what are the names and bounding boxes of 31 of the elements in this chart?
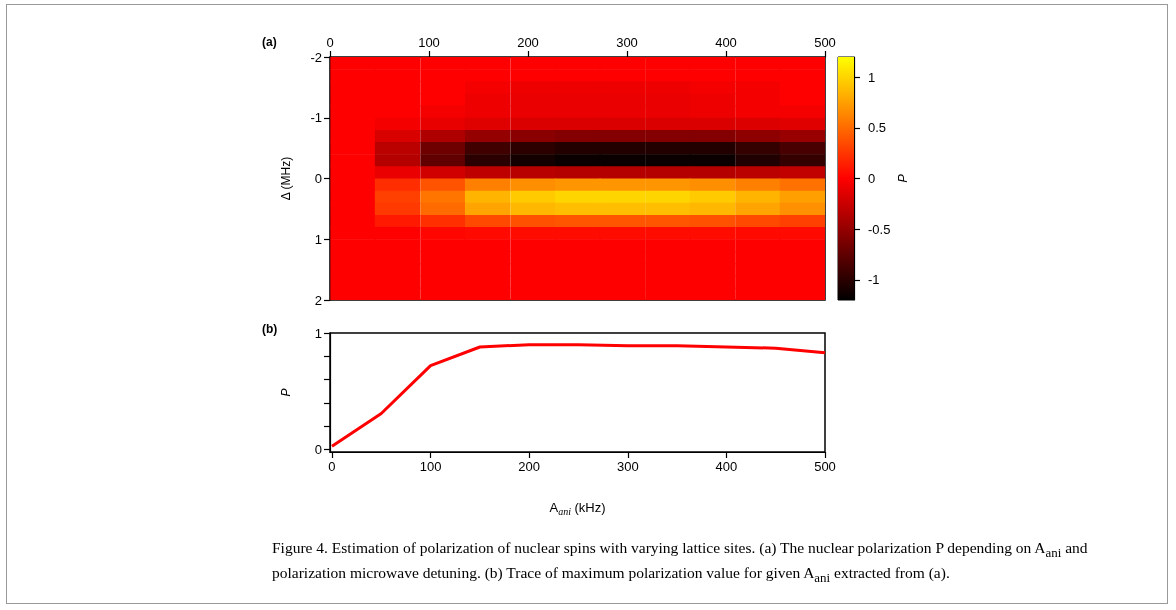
x-tick-label: 400	[715, 35, 737, 50]
color-bar-label: 1	[868, 69, 876, 85]
y-tick-label: 2	[314, 292, 322, 308]
text: (a)	[262, 35, 277, 49]
y-axis-title: P	[279, 388, 293, 397]
line-series	[330, 343, 827, 448]
x-tick-label: 0	[326, 35, 334, 50]
x-tick-label: 200	[518, 459, 541, 474]
text: Figure 4. Estimation of polarization of nuclear spins with varying lattice sites. (a) The nuclear polarization P depending on A$_{ani}$ and polarization microwave detuning. (b) Trace of maximum polarization value for given A$_{ani}$ extracted from (a).	[272, 539, 1088, 586]
color-bar-label: -0.5	[868, 221, 891, 237]
color-bar-title: P	[895, 173, 910, 183]
color-bar-label: 0.5	[868, 120, 887, 136]
x-tick-label: 0	[328, 459, 336, 474]
x-tick-label: 300	[616, 35, 638, 50]
x-tick-label: 100	[418, 35, 440, 50]
y-tick-label: -2	[310, 49, 322, 65]
y-tick-label: -1	[310, 110, 322, 126]
x-tick-label: 500	[814, 35, 836, 50]
x-tick-label: 100	[419, 459, 442, 474]
color-bar-label: 0	[868, 171, 876, 186]
x-tick-label: 500	[814, 459, 836, 474]
y-tick-label: 1	[314, 325, 322, 341]
y-tick-label: 0	[314, 171, 322, 186]
x-tick-label: 200	[517, 35, 539, 50]
y-tick-label: 1	[314, 231, 322, 247]
text: (b)	[262, 322, 278, 336]
x-tick-label: 300	[616, 459, 639, 474]
x-tick-label: 400	[715, 459, 738, 474]
y-tick-label: 0	[314, 442, 322, 458]
y-axis-title: Δ (MHz)	[279, 156, 293, 201]
color-bar-label: -1	[868, 272, 880, 288]
